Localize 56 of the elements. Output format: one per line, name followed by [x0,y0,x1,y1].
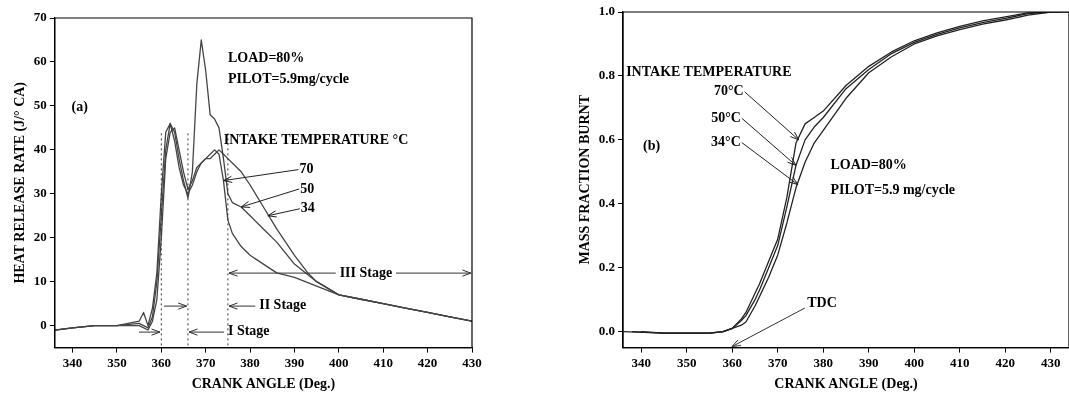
x-tick-label: 350 [107,354,127,370]
y-tick-label: 60 [33,53,47,69]
x-axis-title: CRANK ANGLE (Deg.) [774,376,919,393]
y-tick-label: 0.4 [598,195,616,211]
x-axis-title: CRANK ANGLE (Deg.) [191,376,336,393]
annotation: (a) [71,98,89,115]
x-tick-label: 360 [722,354,743,370]
annotation: PILOT=5.9mg/cycle [227,71,350,87]
x-tick-label: 350 [677,354,697,370]
y-tick-label: 0.0 [598,322,616,338]
annotation: 50°C [711,110,741,126]
y-tick-label: 0 [40,316,47,332]
y-tick-label: 50 [33,97,47,113]
x-tick-label: 340 [631,354,651,370]
y-tick-label: 0.6 [598,131,616,147]
y-tick-label: 30 [33,185,47,201]
y-tick-label: 0.2 [598,259,616,275]
y-tick-label: 10 [33,273,47,289]
x-tick-label: 410 [373,354,393,370]
annotation: 50 [300,180,315,196]
x-tick-label: 390 [284,354,305,370]
x-tick-label: 370 [768,354,788,370]
x-tick-label: 380 [813,354,834,370]
x-tick-label: 360 [151,354,172,370]
x-tick-label: 370 [195,354,216,370]
y-tick-label: 1.0 [598,3,616,19]
x-tick-label: 420 [995,354,1016,370]
annotation: 70°C [713,83,744,99]
annotation: III Stage [339,264,393,280]
annotation: II Stage [259,297,307,313]
y-axis-title: HEAT RELEASE RATE (J/° CA) [12,81,29,284]
annotation: 34°C [711,134,741,150]
annotation: INTAKE TEMPERATURE °C [223,131,409,147]
x-tick-label: 420 [417,354,438,370]
x-tick-label: 390 [859,354,879,370]
x-tick-label: 380 [240,354,260,370]
y-tick-label: 70 [33,9,47,25]
y-tick-label: 0.8 [598,67,616,83]
x-tick-label: 430 [1041,354,1061,370]
x-tick-label: 410 [950,354,970,370]
y-tick-label: 20 [33,229,47,245]
annotation: I Stage [227,323,270,339]
annotation: LOAD=80% [830,156,907,172]
y-tick-label: 40 [33,141,47,157]
annotation: INTAKE TEMPERATURE [626,64,792,80]
x-tick-label: 340 [62,354,83,370]
y-axis-title: MASS FRACTION BURNT [577,94,593,265]
annotation: PILOT=5.9 mg/cycle [830,182,956,198]
annotation: (b) [643,137,661,154]
annotation: LOAD=80% [227,50,305,66]
annotation: TDC [807,294,837,310]
annotation: 70 [299,161,314,177]
x-tick-label: 400 [904,354,925,370]
x-tick-label: 430 [462,354,482,370]
annotation: 34 [300,200,315,216]
x-tick-label: 400 [329,354,349,370]
